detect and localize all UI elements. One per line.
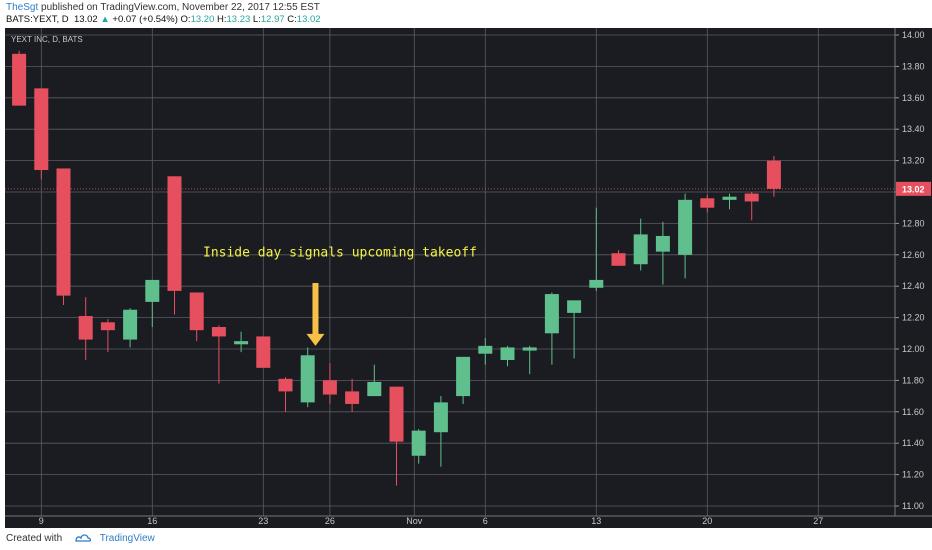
candle-body <box>700 198 715 208</box>
plot-area <box>5 28 895 516</box>
candle-body <box>500 347 515 360</box>
x-tick-label: 9 <box>39 516 44 526</box>
chart-title: YEXT INC, D, BATS <box>11 35 83 44</box>
price-change: +0.07 (+0.54%) <box>112 14 178 25</box>
y-tick-label: 11.20 <box>902 470 924 480</box>
candle-body <box>389 386 404 442</box>
publish-info: TheSgt published on TradingView.com, Nov… <box>6 2 320 13</box>
open-label: O: <box>180 14 191 25</box>
candle-body <box>100 322 115 331</box>
down-arrow-icon <box>306 283 325 346</box>
low-value: 12.97 <box>260 14 285 25</box>
ohlc-header: BATS:YEXT, D 13.02 ▲ +0.07 (+0.54%) O:13… <box>6 14 321 25</box>
y-tick-label: 12.00 <box>902 344 925 354</box>
candle-body <box>345 391 360 404</box>
x-tick-label: 20 <box>702 516 712 526</box>
candle-body <box>34 88 49 171</box>
tradingview-logo-icon <box>75 534 91 543</box>
candle-body <box>256 336 271 368</box>
candle-body <box>56 168 71 296</box>
candle-body <box>433 402 448 433</box>
y-tick-label: 11.60 <box>902 407 924 417</box>
candle-body <box>722 196 737 200</box>
candle-body <box>589 279 604 288</box>
low-label: L: <box>252 14 261 25</box>
candle-body <box>211 327 226 337</box>
x-tick-label: 16 <box>147 516 157 526</box>
high-value: 13.23 <box>226 14 251 25</box>
last-price: 13.02 <box>73 14 98 25</box>
candle-body <box>167 176 182 291</box>
last-price-badge <box>896 181 931 196</box>
y-tick-label: 11.80 <box>902 375 924 385</box>
y-tick-label: 13.20 <box>902 156 925 166</box>
price-axis <box>895 28 932 516</box>
y-tick-label: 12.80 <box>902 218 925 228</box>
open-value: 13.20 <box>190 14 215 25</box>
candle-body <box>766 160 781 189</box>
candle-body <box>411 430 426 456</box>
x-tick-label: 13 <box>591 516 601 526</box>
y-tick-label: 11.40 <box>902 438 924 448</box>
y-tick-label: 14.00 <box>902 30 925 40</box>
candle-body <box>278 378 293 392</box>
candle-body <box>189 292 204 331</box>
last-price-label: 13.02 <box>902 184 925 194</box>
candle-body <box>234 341 249 345</box>
candle-body <box>78 316 93 340</box>
publish-text: published on TradingView.com, November 2… <box>41 2 320 13</box>
tradingview-link[interactable]: TradingView <box>99 533 155 544</box>
high-label: H: <box>217 14 227 25</box>
y-tick-label: 12.60 <box>902 250 925 260</box>
candle-body <box>478 345 493 354</box>
x-tick-label: 23 <box>258 516 268 526</box>
candle-body <box>12 53 27 106</box>
candle-body <box>145 279 160 302</box>
y-tick-label: 12.20 <box>902 313 925 323</box>
candle-body <box>567 300 582 313</box>
y-tick-label: 13.40 <box>902 124 925 134</box>
x-tick-label: Nov <box>406 516 423 526</box>
y-tick-label: 13.60 <box>902 93 925 103</box>
candle-body <box>678 199 693 255</box>
x-tick-label: 26 <box>325 516 335 526</box>
annotation-text: Inside day signals upcoming takeoff <box>203 245 477 260</box>
up-arrow-icon: ▲ <box>100 14 110 25</box>
y-tick-label: 13.80 <box>902 61 925 71</box>
x-tick-label: 27 <box>813 516 823 526</box>
time-axis <box>5 516 932 528</box>
y-tick-label: 12.40 <box>902 281 925 291</box>
candle-body <box>655 235 670 252</box>
candle-body <box>522 347 537 351</box>
candle-body <box>611 253 626 266</box>
candle-body <box>367 381 382 397</box>
candle-body <box>322 380 337 395</box>
close-label: C: <box>287 14 297 25</box>
y-tick-label: 11.00 <box>902 501 924 511</box>
candle-body <box>123 309 138 340</box>
candle-body <box>456 356 471 397</box>
footer: Created with TradingView <box>6 533 155 544</box>
candle-body <box>744 193 759 202</box>
symbol-label: BATS:YEXT, D <box>6 14 69 25</box>
close-value: 13.02 <box>296 14 321 25</box>
candle-body <box>633 234 648 265</box>
author-link[interactable]: TheSgt <box>6 2 39 13</box>
x-tick-label: 6 <box>483 516 488 526</box>
candle-body <box>544 294 559 334</box>
candle-body <box>300 355 315 403</box>
created-with-text: Created with <box>6 533 63 544</box>
candlestick-chart[interactable]: 14.0013.8013.6013.4013.2013.0012.8012.60… <box>5 28 932 528</box>
